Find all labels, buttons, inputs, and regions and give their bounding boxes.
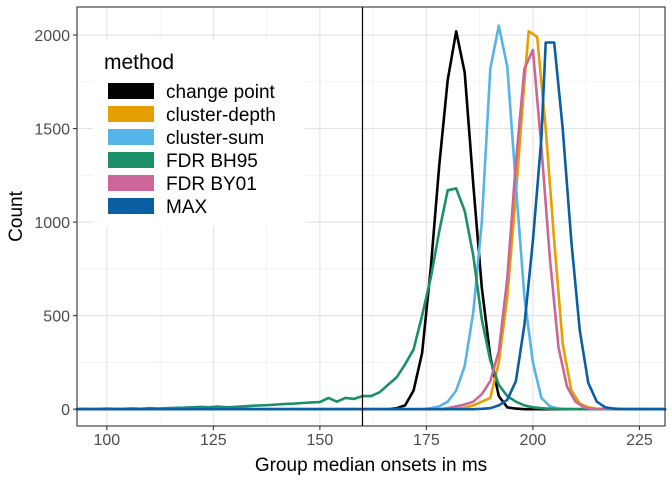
legend-label: change point [166,82,276,103]
legend-label: MAX [166,197,208,218]
legend-label: FDR BY01 [166,174,257,195]
panel-border [76,6,666,427]
x-tick-label: 200 [520,432,547,449]
y-axis-title: Count [6,190,27,241]
legend-key [108,152,154,168]
x-axis-title: Group median onsets in ms [255,455,487,476]
series-line-fdr-bh95 [75,187,667,411]
legend-key [108,83,154,99]
y-tick-label: 1500 [34,122,70,139]
legend-label: cluster-sum [166,128,264,149]
x-tick-label: 100 [93,432,120,449]
x-tick-label: 175 [413,432,440,449]
y-tick-label: 1000 [34,215,70,232]
legend-key [108,175,154,191]
series-line-cluster-sum [75,24,667,411]
y-tick-label: 500 [43,309,70,326]
legend-key [108,129,154,145]
y-axis-ticks: 0 500 1000 1500 2000 [34,28,77,419]
y-tick-label: 0 [61,402,70,419]
x-tick-label: 225 [626,432,653,449]
legend-key [108,198,154,214]
x-tick-label: 150 [307,432,334,449]
x-tick-label: 125 [200,432,227,449]
legend-label: FDR BH95 [166,151,258,172]
series-line-fdr-by01 [75,48,667,411]
series-lines [75,24,667,411]
legend-key [108,106,154,122]
legend-title: method [104,51,174,74]
y-tick-label: 2000 [34,28,70,45]
legend: method change pointcluster-depthcluster-… [93,40,305,226]
x-axis-ticks: 100 125 150 175 200 225 [93,426,653,449]
series-line-change-point [75,29,667,411]
legend-label: cluster-depth [166,105,276,126]
series-line-max [75,41,667,411]
